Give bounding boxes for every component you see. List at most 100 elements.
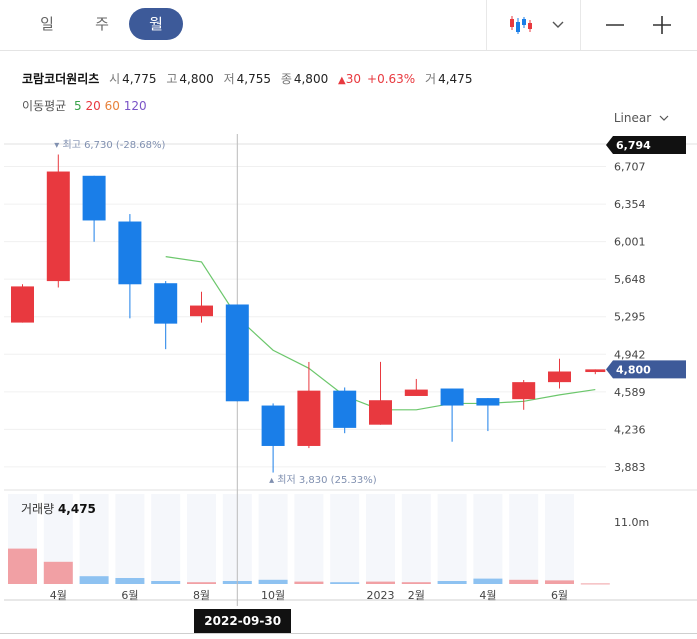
tab-day[interactable]: 일 [40, 15, 54, 33]
candle-body [512, 382, 536, 400]
tab-month[interactable]: 월 [129, 8, 183, 40]
volume-panel-value: 4,475 [57, 502, 96, 516]
candle-body [82, 175, 106, 221]
min-marker-label: ▴ 최저 3,830 (25.33%) [269, 474, 377, 486]
volume-bar [187, 582, 216, 584]
change-percent: +0.63% [367, 72, 416, 86]
volume-bar [366, 581, 395, 584]
bottom-border [0, 633, 697, 634]
candle-body [46, 171, 70, 282]
volume-bar [473, 578, 503, 584]
moving-average-legend[interactable]: 이동평균 5 20 60 120 [22, 97, 147, 114]
scale-mode-label: Linear [613, 111, 652, 125]
extreme-markers: ▾ 최고 6,730 (-28.68%) ▴ 최저 3,830 (25.33%) [54, 139, 376, 486]
open-label: 시 [109, 72, 121, 86]
volume-bar [330, 582, 360, 584]
time-tick-label: 4월 [479, 589, 496, 602]
candle-body [225, 304, 249, 402]
candle-body [333, 390, 357, 428]
price-tick-label: 3,883 [614, 461, 646, 474]
crosshair-date-label: 2022-09-30 [194, 609, 292, 633]
price-tick-label: 6,354 [614, 198, 646, 211]
plus-icon [653, 16, 671, 34]
volume-column [473, 494, 503, 584]
volume-bar [509, 579, 539, 584]
price-axis: 3,883 4,236 4,589 4,942 5,295 5,648 6,001 6,354… [614, 161, 646, 474]
candle-body [11, 286, 34, 323]
volume-column [79, 494, 109, 584]
time-tick-label: 2023 [367, 589, 395, 602]
candle-body [369, 400, 392, 425]
chevron-down-icon [552, 21, 564, 28]
volume-axis-tick: 11.0m [614, 516, 650, 529]
candle-body [476, 398, 500, 406]
volume-bar [545, 580, 574, 584]
chart-type-dropdown[interactable] [548, 0, 568, 50]
time-axis: 4월 6월 8월 10월 2023 2월 4월 6월 [50, 589, 568, 602]
price-tick-label: 6,707 [614, 161, 646, 174]
price-tick-label: 4,236 [614, 423, 646, 436]
volume-column [437, 494, 467, 584]
volume-column [509, 494, 539, 584]
price-tick-label: 6,001 [614, 236, 646, 249]
volume-bar [401, 582, 431, 584]
tab-week[interactable]: 주 [95, 15, 109, 33]
time-tick-label: 10월 [261, 589, 285, 602]
volume-bar [294, 581, 324, 584]
price-tags: 6,794 4,800 [606, 136, 686, 379]
chevron-down-icon [659, 115, 669, 121]
low-label: 저 [223, 72, 235, 86]
volume-panel-label: 거래량 4,475 [21, 500, 96, 517]
close-value: 4,800 [293, 72, 329, 86]
volume-value: 4,475 [438, 72, 473, 86]
close-label: 종 [280, 72, 292, 86]
volume-bar [151, 581, 181, 584]
candle-body [404, 389, 428, 396]
volume-bar [115, 578, 145, 584]
volume-column [401, 494, 431, 584]
time-tick-label: 6월 [121, 589, 138, 602]
volume-panel-title: 거래량 [21, 502, 55, 516]
candlestick-icon [510, 16, 532, 34]
zoom-in-button[interactable] [645, 0, 679, 50]
volume-label: 거 [425, 72, 437, 86]
change-arrow-icon: ▲ [338, 75, 346, 86]
ma-5: 5 [74, 99, 82, 113]
time-tick-label: 4월 [50, 589, 67, 602]
price-tick-label: 5,295 [614, 311, 646, 324]
quote-summary: 코람코더원리츠 시 4,775 고 4,800 저 4,755 종 4,800 ▲30 +… [22, 70, 478, 87]
volume-bar [43, 561, 73, 584]
scale-selector[interactable]: Linear [614, 111, 669, 125]
toolbar-divider [486, 0, 487, 50]
change-value: 30 [345, 72, 362, 86]
max-price-tag [606, 136, 686, 154]
volume-bar [258, 579, 288, 584]
volume-column [187, 494, 216, 584]
candle-body [261, 405, 285, 446]
candle-body [548, 371, 571, 383]
volume-column [330, 494, 360, 584]
high-value: 4,800 [179, 72, 214, 86]
ma-120: 120 [123, 99, 147, 113]
zoom-out-button[interactable] [598, 0, 632, 50]
stock-name: 코람코더원리츠 [22, 72, 100, 86]
low-value: 4,755 [236, 72, 271, 86]
candle-body [190, 305, 213, 317]
volume-bar [79, 576, 109, 584]
last-price-tag [606, 360, 686, 379]
price-tick-label: 5,648 [614, 273, 646, 286]
top-toolbar: 일 주 월 [0, 0, 697, 51]
max-marker-label: ▾ 최고 6,730 (-28.68%) [54, 139, 165, 151]
toolbar-divider [580, 0, 581, 50]
volume-column [151, 494, 181, 584]
chart-type-button[interactable] [500, 0, 540, 50]
moving-average-label: 이동평균 [22, 99, 67, 113]
volume-bar [437, 581, 467, 584]
time-tick-label: 8월 [193, 589, 210, 602]
candlesticks [11, 154, 606, 473]
ma-20: 20 [85, 99, 101, 113]
candle-body [297, 390, 321, 446]
volume-column [366, 494, 395, 584]
price-tick-label: 4,942 [614, 348, 646, 361]
